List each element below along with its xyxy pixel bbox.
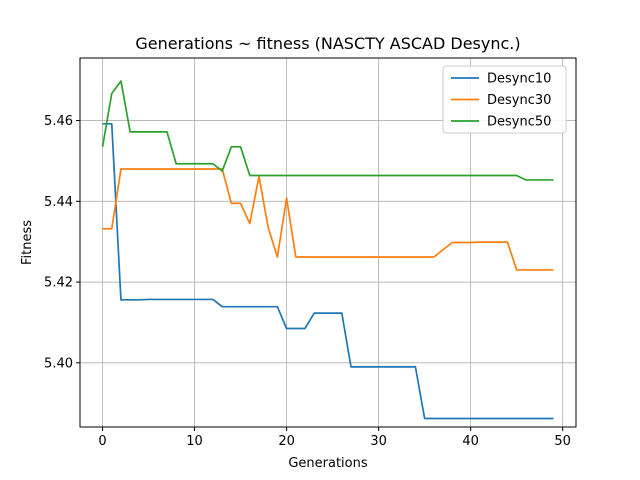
y-tick-label: 5.44 xyxy=(44,195,73,210)
legend-box xyxy=(442,65,567,134)
y-tick-label: 5.42 xyxy=(44,276,73,291)
y-axis-label: Fitness xyxy=(20,220,35,265)
y-tick-label: 5.46 xyxy=(44,114,73,129)
legend: Desync10 Desync30 Desync50 xyxy=(442,65,567,134)
y-tick-label: 5.40 xyxy=(44,356,73,371)
legend-entry-label: Desync30 xyxy=(487,93,551,108)
x-tick-label: 10 xyxy=(186,434,203,449)
series-line-desync30 xyxy=(102,168,554,271)
x-axis-label: Generations xyxy=(288,456,368,471)
x-tick-label: 50 xyxy=(554,434,571,449)
legend-entry-label: Desync10 xyxy=(487,72,551,87)
axis-ticks: 0 10 20 30 40 50 5.40 5.42 5.44 5.46 xyxy=(44,114,571,449)
x-tick-label: 0 xyxy=(98,434,106,449)
chart-title: Generations ~ fitness (NASCTY ASCAD Desy… xyxy=(135,34,520,53)
series-lines xyxy=(101,80,554,420)
series-line-desync50 xyxy=(101,80,554,181)
x-tick-label: 30 xyxy=(370,434,387,449)
series-line-desync10 xyxy=(102,122,554,420)
plot-frame xyxy=(79,57,577,428)
x-tick-label: 20 xyxy=(278,434,295,449)
x-tick-label: 40 xyxy=(462,434,479,449)
legend-entry-label: Desync50 xyxy=(487,115,551,130)
